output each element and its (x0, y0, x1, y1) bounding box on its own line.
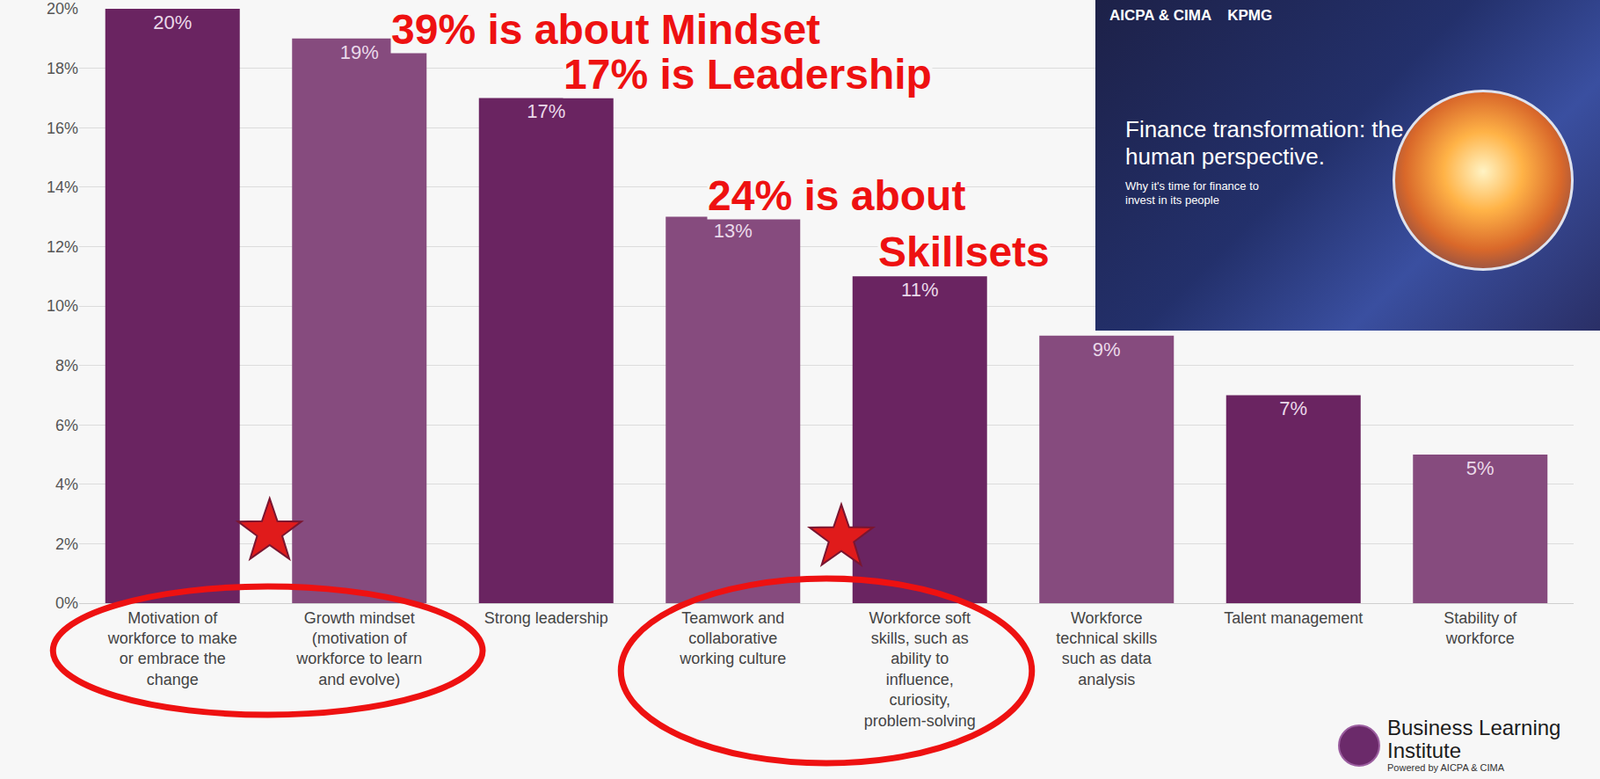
html-text:Finance transformation: the hu: Finance transformation: the human perspe… (1125, 116, 1404, 170)
svg-text:13%: 13% (713, 219, 753, 242)
svg-text:11%: 11% (901, 278, 939, 301)
svg-text:Stability ofworkforce: Stability ofworkforce (1443, 609, 1518, 648)
svg-text:17%: 17% (526, 100, 566, 123)
svg-text:Workforcetechnical skillssuch: Workforcetechnical skillssuch as dataana… (1055, 609, 1157, 689)
svg-text:2%: 2% (55, 535, 79, 553)
svg-text:39% is about Mindset: 39% is about Mindset (391, 6, 821, 53)
svg-text:5%: 5% (1466, 457, 1495, 480)
svg-text:19%: 19% (340, 41, 379, 64)
svg-text:18%: 18% (46, 59, 79, 78)
svg-text:10%: 10% (46, 297, 79, 315)
svg-text:17% is Leadership: 17% is Leadership (563, 50, 932, 98)
svg-text:14%: 14% (46, 178, 79, 197)
svg-text:Growth mindset(motivation ofwo: Growth mindset(motivation ofworkforce to… (295, 609, 422, 689)
svg-text:Teamwork andcollaborativeworki: Teamwork andcollaborativeworking culture (678, 609, 786, 669)
svg-text:9%: 9% (1092, 338, 1121, 361)
svg-text:20%: 20% (46, 0, 79, 18)
svg-text:6%: 6% (55, 416, 79, 435)
html-text:AICPA & CIMA: AICPA & CIMA (1109, 7, 1212, 24)
html-text:KPMG: KPMG (1227, 7, 1273, 24)
html-text:Powered by AICPA & CIMA: Powered by AICPA & CIMA (1387, 762, 1505, 773)
svg-text:Strong leadership: Strong leadership (484, 609, 609, 627)
svg-text:0%: 0% (55, 594, 79, 612)
svg-text:20%: 20% (152, 11, 192, 34)
svg-text:Skillsets: Skillsets (878, 228, 1050, 276)
svg-text:24% is about: 24% is about (707, 172, 966, 219)
html-text:Why it's time for finance to i: Why it's time for finance to invest in i… (1125, 179, 1259, 207)
svg-text:4%: 4% (55, 475, 79, 494)
svg-text:Motivation ofworkforce to make: Motivation ofworkforce to makeor embrace… (107, 609, 238, 689)
svg-text:8%: 8% (55, 356, 79, 375)
html-text:Business Learning Institute: Business Learning Institute (1387, 715, 1561, 763)
svg-text:16%: 16% (46, 119, 79, 138)
svg-text:Talent management: Talent management (1223, 609, 1363, 627)
svg-text:Workforce softskills, such asa: Workforce softskills, such asability toi… (864, 609, 976, 730)
svg-text:12%: 12% (46, 238, 79, 256)
svg-text:7%: 7% (1279, 397, 1308, 420)
